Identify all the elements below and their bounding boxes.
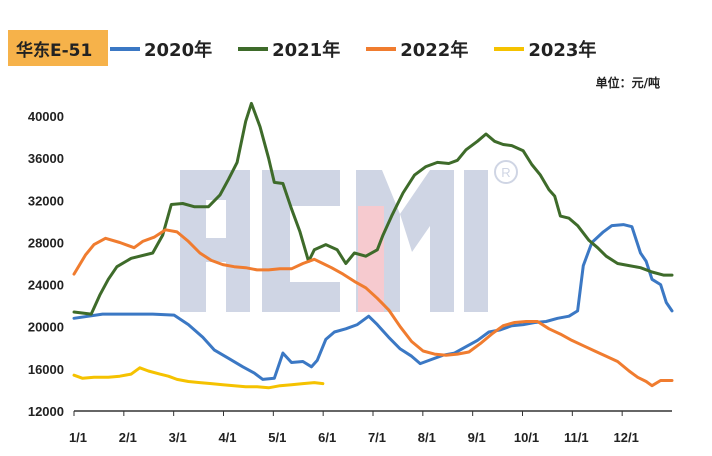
axes: 40000 36000 32000 28000 24000 20000 16000 12000… bbox=[28, 109, 672, 445]
x-tick-label: 9/1 bbox=[468, 430, 486, 445]
legend: 2020年 2021年 2022年 2023年 bbox=[110, 36, 596, 62]
y-tick-label: 28000 bbox=[28, 235, 64, 250]
x-tick-label: 11/1 bbox=[564, 430, 589, 445]
legend-item-2023: 2023年 bbox=[494, 36, 596, 62]
x-tick-label: 8/1 bbox=[418, 430, 436, 445]
x-tick-label: 7/1 bbox=[368, 430, 386, 445]
y-tick-label: 12000 bbox=[28, 404, 64, 419]
legend-label-2023: 2023年 bbox=[528, 40, 597, 61]
svg-text:R: R bbox=[501, 165, 510, 180]
x-tick-label: 6/1 bbox=[318, 430, 336, 445]
legend-label-2020: 2020年 bbox=[144, 40, 213, 61]
series-lines bbox=[72, 101, 674, 390]
y-tick-label: 16000 bbox=[28, 362, 64, 377]
x-tick-label: 5/1 bbox=[268, 430, 286, 445]
series-line-2023 bbox=[72, 366, 325, 390]
series-line-2022 bbox=[72, 228, 674, 388]
y-tick-label: 36000 bbox=[28, 151, 64, 166]
x-tick-label: 3/1 bbox=[169, 430, 187, 445]
x-tick-label: 1/1 bbox=[69, 430, 87, 445]
y-tick-label: 24000 bbox=[28, 278, 64, 293]
x-tick-label: 12/1 bbox=[614, 430, 639, 445]
legend-swatch-2021 bbox=[238, 47, 269, 51]
legend-item-2022: 2022年 bbox=[366, 36, 468, 62]
x-tick-label: 10/1 bbox=[514, 430, 539, 445]
unit-label: 单位：元/吨 bbox=[595, 76, 660, 90]
legend-item-2021: 2021年 bbox=[238, 36, 340, 62]
y-tick-label: 20000 bbox=[28, 320, 64, 335]
chart-title: 华东E-51 bbox=[8, 30, 108, 66]
x-tick-label: 4/1 bbox=[218, 430, 236, 445]
legend-item-2020: 2020年 bbox=[110, 36, 212, 62]
acmi-watermark: R bbox=[180, 160, 518, 312]
series-line-2021 bbox=[72, 101, 674, 316]
y-tick-label: 32000 bbox=[28, 193, 64, 208]
x-tick-label: 2/1 bbox=[119, 430, 137, 445]
y-tick-label: 40000 bbox=[28, 109, 64, 124]
legend-label-2022: 2022年 bbox=[400, 40, 469, 61]
legend-swatch-2023 bbox=[494, 47, 525, 51]
series-line-2020 bbox=[72, 223, 674, 381]
legend-swatch-2022 bbox=[366, 47, 397, 51]
legend-swatch-2020 bbox=[110, 47, 140, 51]
legend-label-2021: 2021年 bbox=[272, 40, 341, 61]
